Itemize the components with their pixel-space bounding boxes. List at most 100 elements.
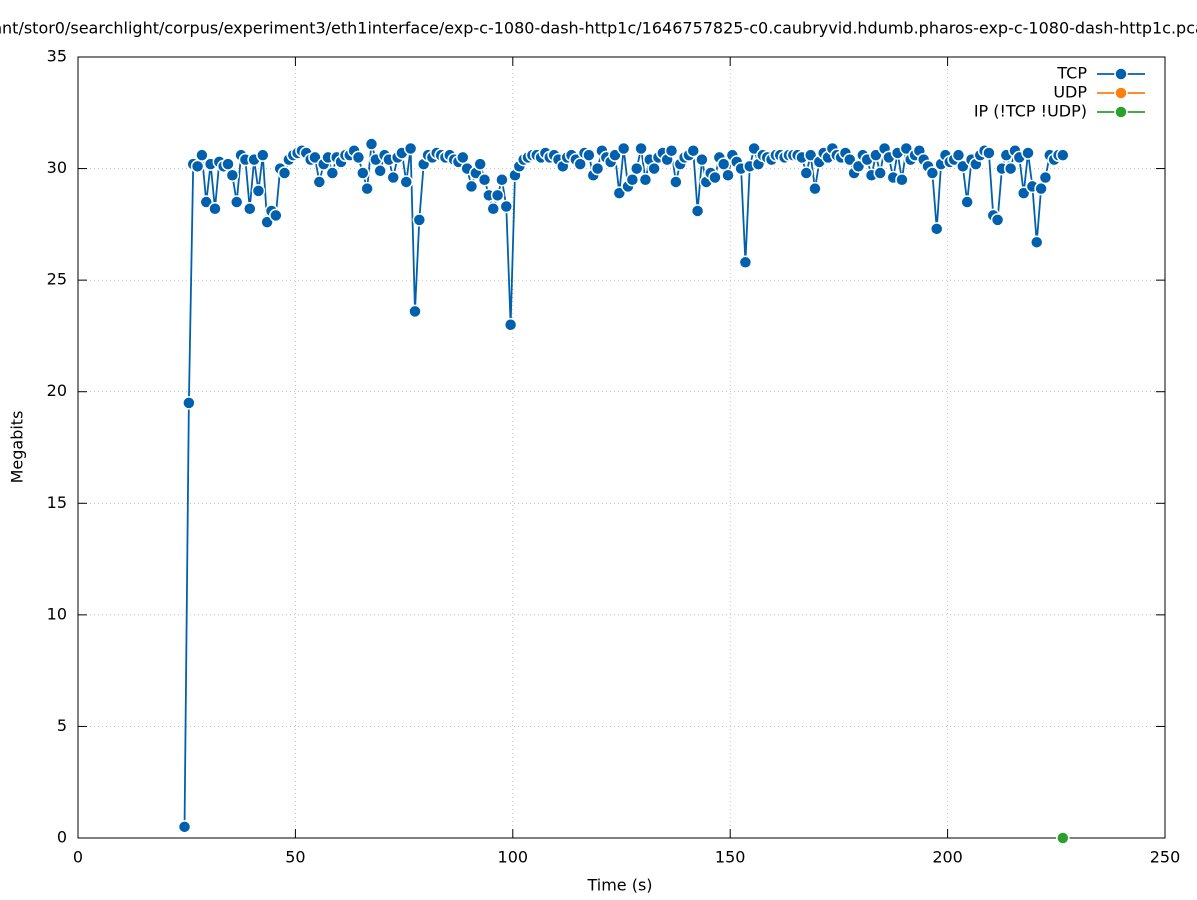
data-point bbox=[351, 150, 366, 165]
y-axis-label: Megabits bbox=[8, 411, 27, 484]
legend-label: UDP bbox=[1053, 83, 1087, 102]
y-tick-label: 5 bbox=[57, 716, 67, 735]
data-point bbox=[386, 170, 400, 185]
data-point bbox=[960, 195, 974, 209]
data-point bbox=[799, 166, 814, 180]
data-point bbox=[951, 148, 966, 162]
data-point bbox=[403, 141, 418, 156]
data-point bbox=[456, 150, 470, 165]
data-point bbox=[251, 184, 266, 198]
data-point bbox=[412, 213, 427, 227]
data-point bbox=[590, 161, 605, 176]
data-point bbox=[1003, 161, 1018, 176]
data-point bbox=[690, 204, 705, 218]
data-point bbox=[1016, 186, 1031, 200]
data-point bbox=[747, 141, 761, 156]
y-tick-label: 10 bbox=[47, 604, 67, 623]
data-point bbox=[503, 318, 518, 332]
data-point bbox=[364, 137, 379, 151]
x-tick-label: 100 bbox=[498, 848, 529, 867]
data-point bbox=[325, 166, 340, 180]
data-point bbox=[708, 170, 722, 185]
data-point bbox=[629, 161, 644, 176]
x-axis-label: Time (s) bbox=[586, 876, 652, 895]
y-tick-label: 20 bbox=[47, 381, 67, 400]
data-point bbox=[873, 166, 887, 180]
data-point bbox=[177, 820, 192, 834]
data-point bbox=[1056, 831, 1070, 845]
data-point bbox=[634, 141, 648, 156]
data-point bbox=[195, 148, 209, 162]
data-point bbox=[721, 168, 735, 183]
data-point bbox=[242, 201, 257, 216]
data-point bbox=[221, 157, 235, 171]
data-point bbox=[360, 181, 374, 196]
y-tick-label: 25 bbox=[47, 270, 67, 289]
data-point bbox=[664, 143, 679, 158]
data-point bbox=[408, 304, 422, 319]
data-point bbox=[208, 201, 222, 216]
data-point bbox=[373, 164, 387, 178]
chart-title: /mnt/stor0/searchlight/corpus/experiment… bbox=[0, 19, 1197, 38]
y-tick-label: 0 bbox=[57, 828, 67, 847]
data-point bbox=[308, 150, 322, 165]
data-point bbox=[1029, 235, 1044, 249]
x-tick-label: 150 bbox=[715, 848, 746, 867]
data-point bbox=[486, 201, 500, 216]
data-point bbox=[925, 166, 940, 180]
data-point bbox=[356, 166, 370, 180]
data-point bbox=[625, 172, 640, 187]
legend-label: TCP bbox=[1056, 64, 1087, 83]
data-point bbox=[808, 181, 822, 196]
data-point bbox=[1056, 148, 1070, 162]
data-point bbox=[499, 199, 514, 214]
data-point bbox=[869, 148, 883, 162]
data-point bbox=[1038, 170, 1053, 185]
data-point bbox=[199, 195, 214, 209]
data-point bbox=[686, 143, 700, 158]
data-point bbox=[638, 172, 653, 187]
data-point bbox=[269, 208, 283, 223]
data-point bbox=[190, 159, 205, 174]
data-point bbox=[695, 152, 709, 167]
x-tick-label: 50 bbox=[285, 848, 305, 867]
data-point bbox=[473, 157, 487, 171]
y-tick-label: 35 bbox=[47, 47, 67, 66]
data-point bbox=[182, 396, 196, 410]
x-tick-label: 250 bbox=[1150, 848, 1181, 867]
y-tick-label: 30 bbox=[47, 158, 67, 177]
data-point bbox=[982, 146, 996, 160]
data-point bbox=[616, 141, 631, 156]
x-tick-label: 0 bbox=[73, 848, 83, 867]
data-point bbox=[464, 179, 479, 194]
data-point bbox=[612, 186, 627, 200]
data-point bbox=[929, 222, 944, 236]
data-point bbox=[738, 255, 753, 270]
data-point bbox=[225, 168, 240, 183]
series-line bbox=[183, 143, 1063, 827]
plot-border bbox=[77, 56, 1166, 839]
data-point bbox=[1021, 146, 1035, 160]
data-point bbox=[277, 166, 292, 180]
data-point bbox=[669, 175, 683, 189]
data-point bbox=[803, 148, 818, 162]
data-point bbox=[895, 172, 909, 187]
data-point bbox=[1034, 181, 1048, 196]
data-point bbox=[956, 159, 970, 174]
data-point bbox=[990, 213, 1005, 227]
legend-marker bbox=[1114, 67, 1128, 81]
legend-label: IP (!TCP !UDP) bbox=[974, 102, 1087, 121]
data-point bbox=[647, 161, 661, 176]
data-point bbox=[495, 172, 509, 187]
data-point bbox=[229, 195, 244, 209]
data-point bbox=[399, 175, 414, 189]
data-point bbox=[477, 172, 492, 187]
data-point bbox=[312, 175, 327, 189]
y-tick-label: 15 bbox=[47, 493, 67, 512]
legend-marker bbox=[1114, 105, 1128, 119]
data-point bbox=[843, 152, 857, 167]
legend-marker bbox=[1114, 86, 1128, 100]
x-tick-label: 200 bbox=[932, 848, 963, 867]
data-point bbox=[608, 148, 622, 162]
